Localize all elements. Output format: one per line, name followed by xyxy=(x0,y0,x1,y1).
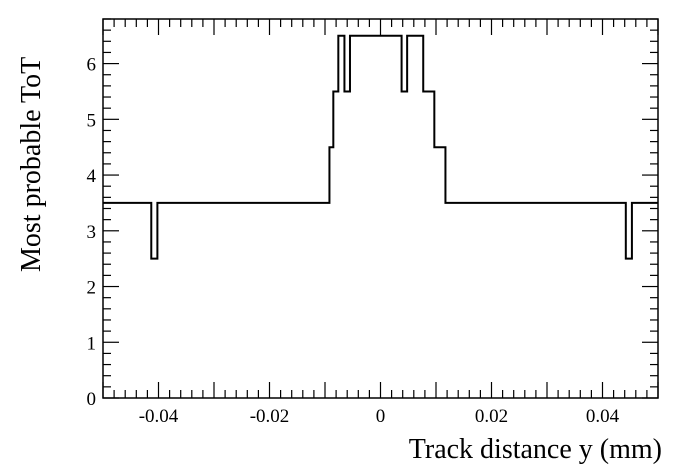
y-tick-label: 4 xyxy=(87,166,97,187)
plot-frame xyxy=(102,18,659,399)
x-tick-label: -0.02 xyxy=(250,406,290,427)
y-tick-label: 2 xyxy=(87,278,97,299)
x-ticks xyxy=(102,19,659,398)
y-tick-label: 6 xyxy=(87,55,97,76)
y-tick-label: 0 xyxy=(87,389,97,410)
y-tick-label: 3 xyxy=(87,222,97,243)
y-axis-title: Most probable ToT xyxy=(16,57,47,272)
y-tick-label: 5 xyxy=(87,110,97,131)
x-tick-label: -0.04 xyxy=(139,406,179,427)
y-tick-label: 1 xyxy=(87,333,97,354)
x-axis-title: Track distance y (mm) xyxy=(409,434,662,465)
x-tick-label: 0.04 xyxy=(586,406,620,427)
y-ticks xyxy=(103,18,658,399)
step-series-line xyxy=(103,34,658,260)
x-tick-label: 0 xyxy=(376,406,386,427)
y-tick-labels: 0 1 2 3 4 5 6 xyxy=(87,55,97,410)
x-tick-labels: -0.04 -0.02 0 0.02 0.04 xyxy=(139,406,620,427)
x-tick-label: 0.02 xyxy=(475,406,508,427)
